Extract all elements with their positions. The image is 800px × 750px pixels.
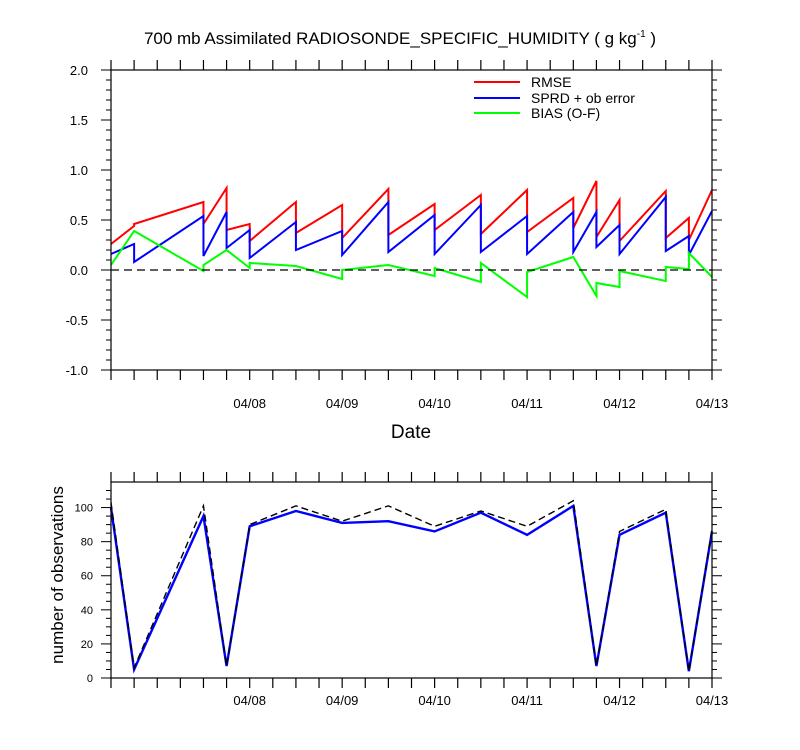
top-x-tick-labels: 04/08 04/09 04/10 04/11 04/12 04/13 [233,396,728,411]
y-tick-label: 80 [81,537,93,549]
top-plot-lines [110,180,713,300]
bottom-x-tick-labels: 04/08 04/09 04/10 04/11 04/12 04/13 [233,693,728,708]
x-tick-label: 04/09 [326,693,359,708]
bottom-plot-frame [110,481,713,679]
y-axis-title-observations: number of observations [48,486,67,664]
top-tick-marks [101,60,722,380]
y-tick-label: 1.5 [70,113,88,128]
x-tick-label: 04/10 [418,693,451,708]
x-tick-label: 04/13 [696,693,729,708]
x-tick-label: 04/09 [326,396,359,411]
legend-sprd-label: SPRD + ob error [531,90,635,106]
x-tick-label: 04/11 [511,396,543,411]
x-axis-title: Date [391,422,431,443]
y-tick-label: 40 [81,605,93,617]
x-tick-label: 04/13 [696,396,729,411]
legend-rmse-label: RMSE [531,74,571,90]
chart-title: 700 mb Assimilated RADIOSONDE_SPECIFIC_H… [144,29,656,48]
top-y-tick-labels: -1.0 -0.5 0.0 0.5 1.0 1.5 2.0 [66,63,88,378]
bottom-y-tick-labels: 0 20 40 60 80 100 [75,503,93,685]
y-tick-label: 0.0 [70,263,88,278]
x-tick-label: 04/08 [233,693,266,708]
x-tick-label: 04/11 [511,693,543,708]
y-tick-label: 60 [81,571,93,583]
bottom-tick-marks [101,472,722,688]
y-tick-label: 2.0 [70,63,88,78]
y-tick-label: 0 [87,673,93,685]
x-tick-label: 04/12 [603,396,636,411]
series-line-sprd-ob-error [110,194,713,264]
y-tick-label: -0.5 [66,313,88,328]
series-line-bias-o-f [110,229,713,300]
x-tick-label: 04/12 [603,693,636,708]
y-tick-label: -1.0 [66,363,88,378]
x-tick-label: 04/08 [233,396,266,411]
bottom-plot-lines [109,499,714,674]
legend-bias-label: BIAS (O-F) [531,105,600,121]
top-plot-frame [110,69,713,371]
y-tick-label: 100 [75,503,93,515]
x-tick-label: 04/10 [418,396,451,411]
y-tick-label: 1.0 [70,163,88,178]
y-tick-label: 20 [81,639,93,651]
legend: RMSE SPRD + ob error BIAS (O-F) [474,74,635,121]
y-tick-label: 0.5 [70,213,88,228]
